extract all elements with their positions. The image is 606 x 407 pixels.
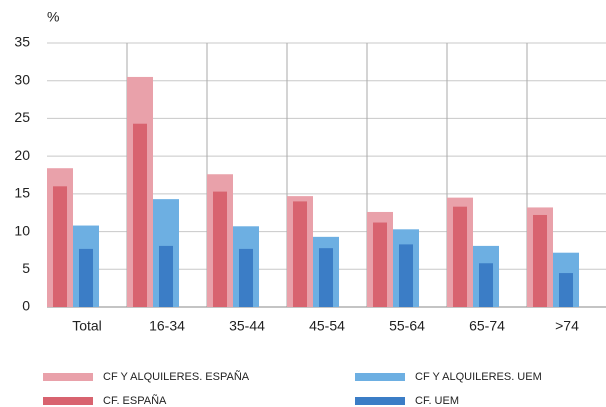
y-tick-label: 30 bbox=[14, 71, 30, 87]
x-tick-label: 55-64 bbox=[389, 318, 425, 334]
y-tick-label: 15 bbox=[14, 185, 30, 201]
legend-label: CF Y ALQUILERES. ESPAÑA bbox=[103, 370, 250, 383]
bar bbox=[239, 248, 253, 307]
y-axis-unit: % bbox=[47, 9, 59, 25]
bar bbox=[399, 244, 413, 307]
bar bbox=[213, 191, 227, 307]
bar bbox=[373, 222, 387, 307]
legend-label: CF. ESPAÑA bbox=[103, 394, 167, 407]
y-tick-label: 35 bbox=[14, 34, 30, 50]
legend-swatch bbox=[355, 397, 405, 405]
y-tick-label: 25 bbox=[14, 109, 30, 125]
x-tick-label: 35-44 bbox=[229, 318, 265, 334]
bar bbox=[479, 263, 493, 307]
x-tick-label: Total bbox=[72, 318, 102, 334]
bar bbox=[533, 214, 547, 307]
y-tick-label: 20 bbox=[14, 147, 30, 163]
legend-swatch bbox=[43, 373, 93, 381]
x-tick-label: >74 bbox=[555, 318, 579, 334]
legend-label: CF Y ALQUILERES. UEM bbox=[415, 371, 542, 383]
legend-label: CF. UEM bbox=[415, 395, 459, 407]
bar bbox=[159, 245, 173, 307]
y-tick-label: 10 bbox=[14, 222, 30, 238]
x-tick-label: 65-74 bbox=[469, 318, 505, 334]
bar bbox=[453, 206, 467, 307]
bar bbox=[133, 123, 147, 307]
bar bbox=[53, 186, 67, 307]
x-tick-label: 45-54 bbox=[309, 318, 345, 334]
y-tick-label: 5 bbox=[22, 260, 30, 276]
bar bbox=[293, 201, 307, 307]
bar bbox=[79, 248, 93, 307]
x-tick-label: 16-34 bbox=[149, 318, 185, 334]
legend-swatch bbox=[43, 397, 93, 405]
bar bbox=[319, 248, 333, 307]
legend-swatch bbox=[355, 373, 405, 381]
y-tick-label: 0 bbox=[22, 298, 30, 314]
bar bbox=[559, 273, 573, 307]
